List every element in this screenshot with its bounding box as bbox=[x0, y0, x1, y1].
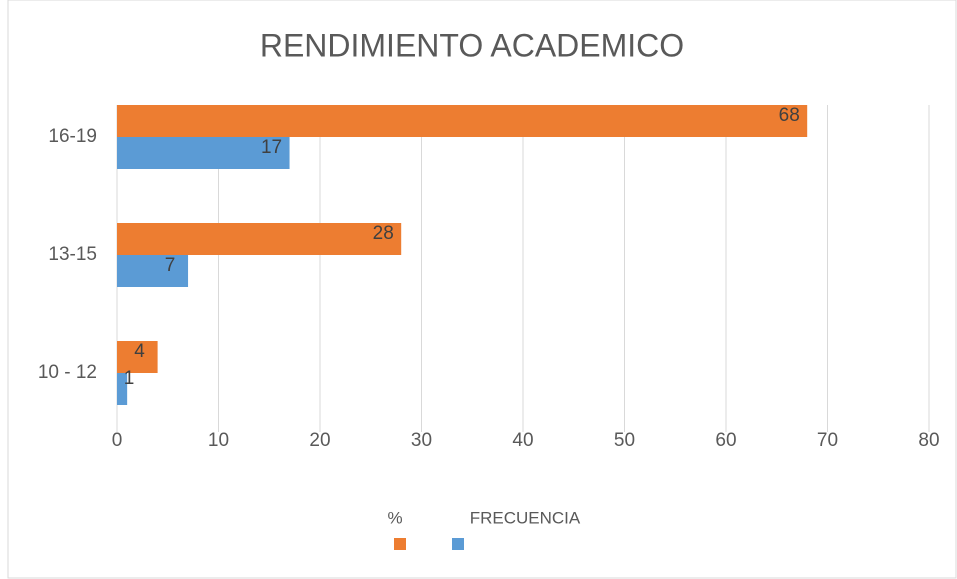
y-tick-label: 16-19 bbox=[48, 126, 97, 147]
bar bbox=[117, 341, 158, 373]
data-label: 4 bbox=[134, 341, 145, 362]
x-tick-label: 10 bbox=[208, 430, 229, 451]
bar bbox=[117, 223, 402, 255]
bar bbox=[117, 105, 808, 137]
x-tick-label: 60 bbox=[715, 430, 736, 451]
y-tick-label: 10 - 12 bbox=[38, 362, 97, 383]
x-tick-label: 0 bbox=[112, 430, 123, 451]
y-tick-label: 13-15 bbox=[48, 244, 97, 265]
x-tick-label: 40 bbox=[512, 430, 533, 451]
bar bbox=[117, 373, 128, 405]
bar bbox=[117, 137, 290, 169]
x-tick-label: 20 bbox=[309, 430, 330, 451]
legend-swatch bbox=[452, 538, 464, 550]
chart-title: RENDIMIENTO ACADEMICO bbox=[260, 27, 684, 63]
x-tick-label: 70 bbox=[817, 430, 838, 451]
data-label: 1 bbox=[124, 368, 135, 389]
x-tick-label: 30 bbox=[411, 430, 432, 451]
data-label: 28 bbox=[373, 223, 394, 244]
data-label: 17 bbox=[261, 137, 282, 158]
legend-label: % bbox=[387, 508, 402, 527]
data-label: 7 bbox=[165, 255, 176, 276]
legend-swatch bbox=[394, 538, 406, 550]
data-label: 68 bbox=[779, 105, 800, 126]
bar bbox=[117, 255, 189, 287]
x-tick-label: 80 bbox=[918, 430, 939, 451]
legend-label: FRECUENCIA bbox=[470, 508, 581, 527]
chart-frame bbox=[7, 0, 957, 579]
x-tick-label: 50 bbox=[614, 430, 635, 451]
